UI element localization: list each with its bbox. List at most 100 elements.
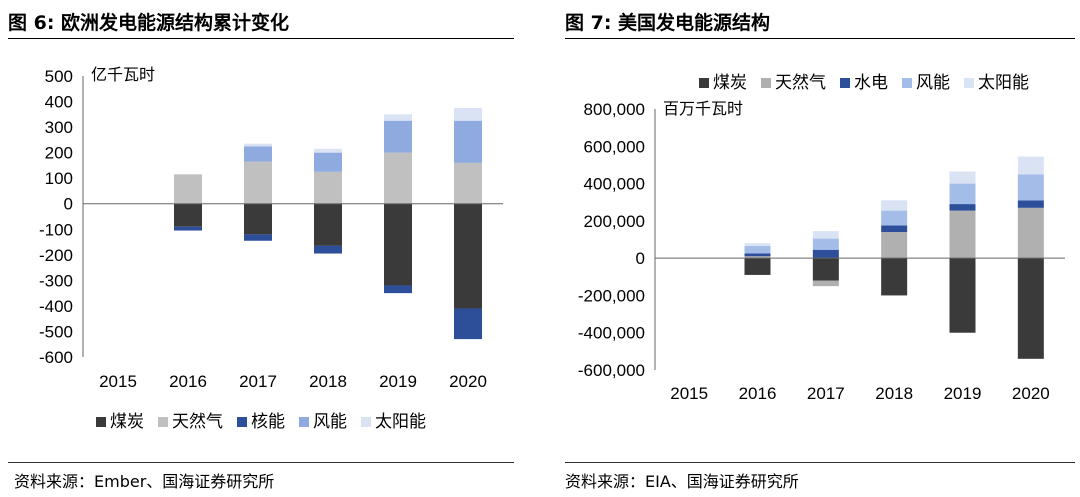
bar-segment-2020: [454, 203, 482, 309]
x-tick-label: 2020: [1012, 384, 1050, 403]
bar-segment-2017: [244, 161, 272, 204]
x-tick-label: 2016: [739, 384, 777, 403]
legend-swatch: [361, 417, 371, 427]
bar-segment-2018: [314, 148, 342, 153]
bar-segment-2019: [384, 114, 412, 121]
bar-segment-2018: [314, 203, 342, 246]
bar-segment-2017: [812, 249, 839, 259]
bar-segment-2019: [949, 183, 976, 205]
bar-segment-2018: [881, 258, 908, 296]
bar-segment-2019: [384, 120, 412, 153]
bar-segment-2016: [744, 256, 771, 259]
y-tick-label: 0: [636, 249, 645, 268]
legend-swatch: [761, 78, 771, 88]
legend-label: 风能: [916, 73, 950, 92]
y-tick-label: 400,000: [584, 175, 645, 194]
bar-segment-2020: [454, 308, 482, 340]
bar-segment-2017: [244, 203, 272, 235]
bar-segment-2020: [1017, 200, 1044, 208]
bar-segment-2019: [949, 171, 976, 184]
y-tick-label: -600: [39, 348, 73, 367]
legend-swatch: [902, 78, 912, 88]
figure-7-source: 资料来源：EIA、国海证券研究所: [565, 472, 799, 491]
figure-7-top-rule: [565, 38, 1075, 39]
y-tick-label: 0: [64, 195, 73, 214]
x-tick-label: 2015: [99, 372, 137, 391]
bar-segment-2020: [1017, 258, 1044, 359]
bar-segment-2020: [1017, 156, 1044, 175]
y-tick-label: -400: [39, 297, 73, 316]
bar-segment-2017: [244, 234, 272, 241]
x-tick-label: 2020: [449, 372, 487, 391]
legend-label: 水电: [854, 73, 888, 92]
y-tick-label: 100: [45, 169, 73, 188]
x-tick-label: 2018: [875, 384, 913, 403]
bar-segment-2017: [812, 238, 839, 250]
figure-7-bottom-rule: [565, 462, 1075, 463]
legend-label: 风能: [313, 412, 347, 431]
legend-swatch: [964, 78, 974, 88]
y-tick-label: -600,000: [578, 361, 645, 380]
x-tick-label: 2017: [239, 372, 277, 391]
y-tick-label: 500: [45, 67, 73, 86]
bar-segment-2017: [812, 258, 839, 281]
europe-energy-change-chart: 500 400 300 200 100 0 -100 -200 -300 -400 -500 -600…: [39, 66, 503, 431]
figure-6-bottom-rule: [8, 462, 514, 463]
unit-label: 亿千瓦时: [91, 66, 155, 84]
legend-swatch: [840, 78, 850, 88]
legend-label: 天然气: [775, 73, 826, 92]
x-tick-label: 2015: [670, 384, 708, 403]
bar-segment-2020: [1017, 207, 1044, 259]
bar-segment-2018: [881, 200, 908, 211]
bar-segment-2016: [744, 253, 771, 257]
figure-6-source: 资料来源：Ember、国海证券研究所: [14, 472, 275, 491]
legend-label: 太阳能: [978, 73, 1029, 92]
bar-segment-2020: [454, 162, 482, 204]
legend-swatch: [237, 417, 247, 427]
unit-label: 百万千瓦时: [663, 100, 743, 118]
y-tick-label: 800,000: [584, 100, 645, 119]
figure-6-title: 图 6: 欧洲发电能源结构累计变化: [8, 12, 290, 34]
x-tick-label: 2017: [807, 384, 845, 403]
y-tick-label: -200,000: [578, 286, 645, 305]
bar-segment-2018: [881, 210, 908, 226]
y-tick-label: 300: [45, 118, 73, 137]
bar-segment-2019: [384, 152, 412, 204]
legend-label: 煤炭: [713, 73, 747, 92]
bar-segment-2016: [744, 246, 771, 254]
legend-label: 太阳能: [375, 412, 426, 431]
y-tick-label: -100: [39, 220, 73, 239]
y-tick-label: 200: [45, 144, 73, 163]
legend-swatch: [299, 417, 309, 427]
legend-label: 天然气: [172, 412, 223, 431]
y-tick-label: -500: [39, 322, 73, 341]
bar-segment-2019: [949, 210, 976, 259]
x-tick-label: 2019: [944, 384, 982, 403]
bar-segment-2018: [314, 171, 342, 204]
legend-label: 核能: [251, 412, 285, 431]
bar-segment-2018: [314, 152, 342, 172]
x-tick-label: 2016: [169, 372, 207, 391]
bar-segment-2018: [881, 225, 908, 233]
y-tick-label: 400: [45, 93, 73, 112]
bar-segment-2017: [244, 146, 272, 162]
bar-segment-2017: [812, 231, 839, 239]
bar-segment-2017: [244, 143, 272, 147]
legend-swatch: [699, 78, 709, 88]
y-tick-label: 200,000: [584, 212, 645, 231]
y-tick-label: -400,000: [578, 324, 645, 343]
figure-7-title: 图 7: 美国发电能源结构: [565, 12, 771, 34]
legend-label: 煤炭: [110, 412, 144, 431]
us-energy-structure-chart: 800,000 600,000 400,000 200,000 0 -200,000 -40…: [578, 73, 1065, 403]
bar-segment-2016: [744, 258, 771, 275]
legend-swatch: [96, 417, 106, 427]
legend-swatch: [158, 417, 168, 427]
bar-segment-2019: [949, 204, 976, 211]
bar-segment-2016: [174, 174, 202, 204]
figure-6-top-rule: [8, 38, 514, 39]
bar-segment-2020: [1017, 174, 1044, 201]
bar-segment-2018: [314, 245, 342, 254]
bar-segment-2019: [949, 258, 976, 333]
x-tick-label: 2019: [379, 372, 417, 391]
bar-segment-2019: [384, 203, 412, 286]
